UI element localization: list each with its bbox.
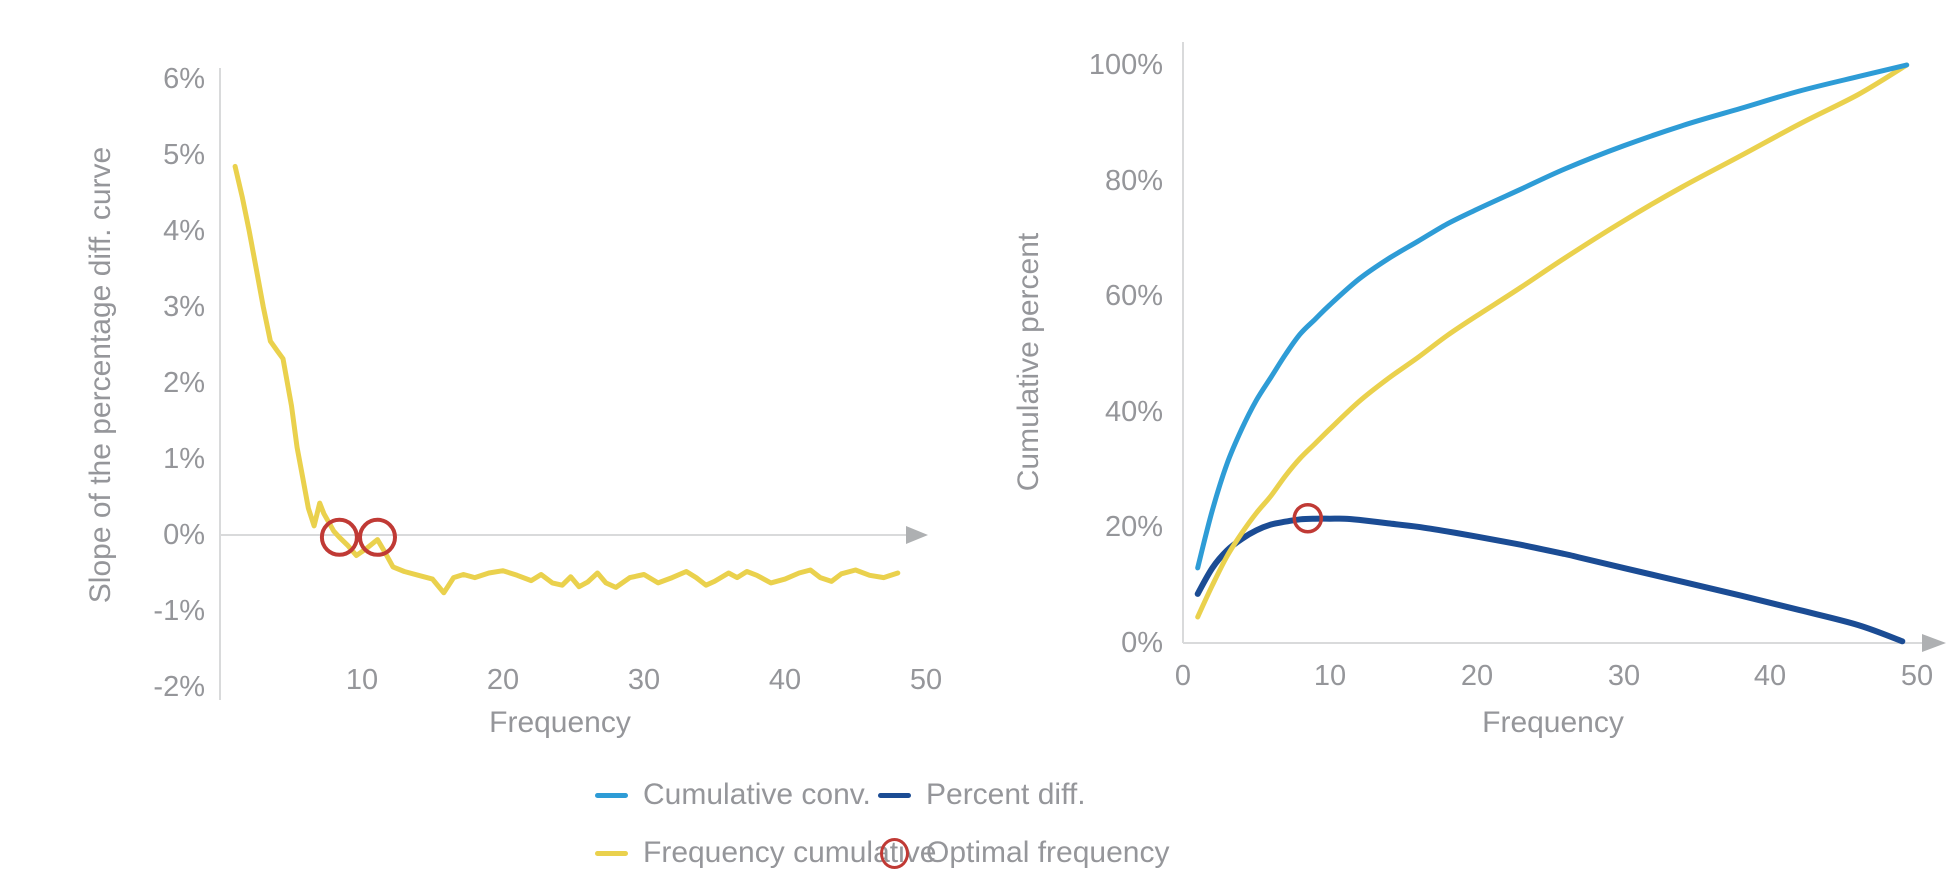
left-x-tick: 10 [345,664,379,696]
line-swatch-icon [594,792,628,798]
right-y-tick: 20% [1104,511,1163,543]
legend-item-percent-diff: Percent diff. [876,777,1086,813]
right-y-tick: 0% [1121,627,1163,659]
legend-swatch-box [876,792,912,798]
right-x-tick: 20 [1460,660,1494,692]
right-x-tick: 50 [1900,660,1934,692]
right-x-tick: 40 [1753,660,1787,692]
left-x-axis-title: Frequency [489,706,631,739]
left-y-axis-title: Slope of the percentage diff. curve [84,146,117,604]
legend-swatch-box [876,837,912,869]
legend-item-cumulative-conv: Cumulative conv. [593,777,871,813]
right-y-tick: 80% [1104,165,1163,197]
legend-label: Percent diff. [926,778,1086,811]
series-frequency-cumulative [1195,62,1910,620]
right-y-tick: 100% [1088,49,1163,81]
axis-arrow-icon [1922,634,1946,652]
line-swatch-icon [594,850,628,856]
left-x-tick: 20 [486,664,520,696]
left-y-tick: -1% [153,595,205,627]
left-y-tick: 3% [163,291,205,323]
series-frequency-cumulative [232,163,901,596]
right-x-tick: 0 [1174,660,1192,692]
left-y-tick: 5% [163,139,205,171]
left-x-tick: 50 [909,664,943,696]
legend-label: Cumulative conv. [643,778,871,811]
line-swatch-icon [877,792,911,798]
left-y-tick: 2% [163,367,205,399]
right-y-tick: 40% [1104,396,1163,428]
axis-arrow-icon [906,526,928,544]
legend-swatch-box [593,850,629,856]
optimal-frequency-marker [319,517,359,557]
right-x-axis-title: Frequency [1482,706,1624,739]
series-cumulative-conv- [1195,62,1910,571]
left-y-tick: 4% [163,215,205,247]
series-percent-diff- [1194,515,1906,645]
left-x-tick: 40 [768,664,802,696]
left-y-tick: 1% [163,443,205,475]
left-y-tick: -2% [153,671,205,703]
legend-label: Optimal frequency [926,836,1170,869]
legend-swatch-box [593,792,629,798]
optimal-frequency-marker [358,517,397,557]
right-y-axis-title: Cumulative percent [1012,232,1045,492]
optimal-frequency-marker [1292,502,1324,534]
left-x-tick: 30 [627,664,661,696]
left-y-tick: 6% [163,63,205,95]
right-x-tick: 10 [1313,660,1347,692]
left-y-tick: 0% [163,519,205,551]
circle-marker-icon [879,837,909,869]
right-x-tick: 30 [1607,660,1641,692]
legend-item-optimal-frequency: Optimal frequency [876,835,1169,871]
right-y-tick: 60% [1104,280,1163,312]
